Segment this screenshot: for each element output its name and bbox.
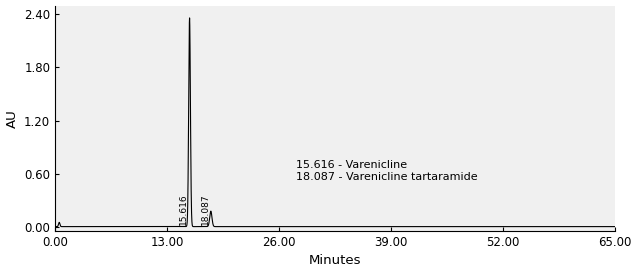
- X-axis label: Minutes: Minutes: [309, 254, 361, 268]
- Text: 18.087: 18.087: [201, 193, 210, 225]
- Y-axis label: AU: AU: [6, 109, 18, 128]
- Text: 15.616 - Varenicline
18.087 - Varenicline tartaramide: 15.616 - Varenicline 18.087 - Vareniclin…: [296, 160, 478, 182]
- Text: 15.616: 15.616: [179, 193, 189, 225]
